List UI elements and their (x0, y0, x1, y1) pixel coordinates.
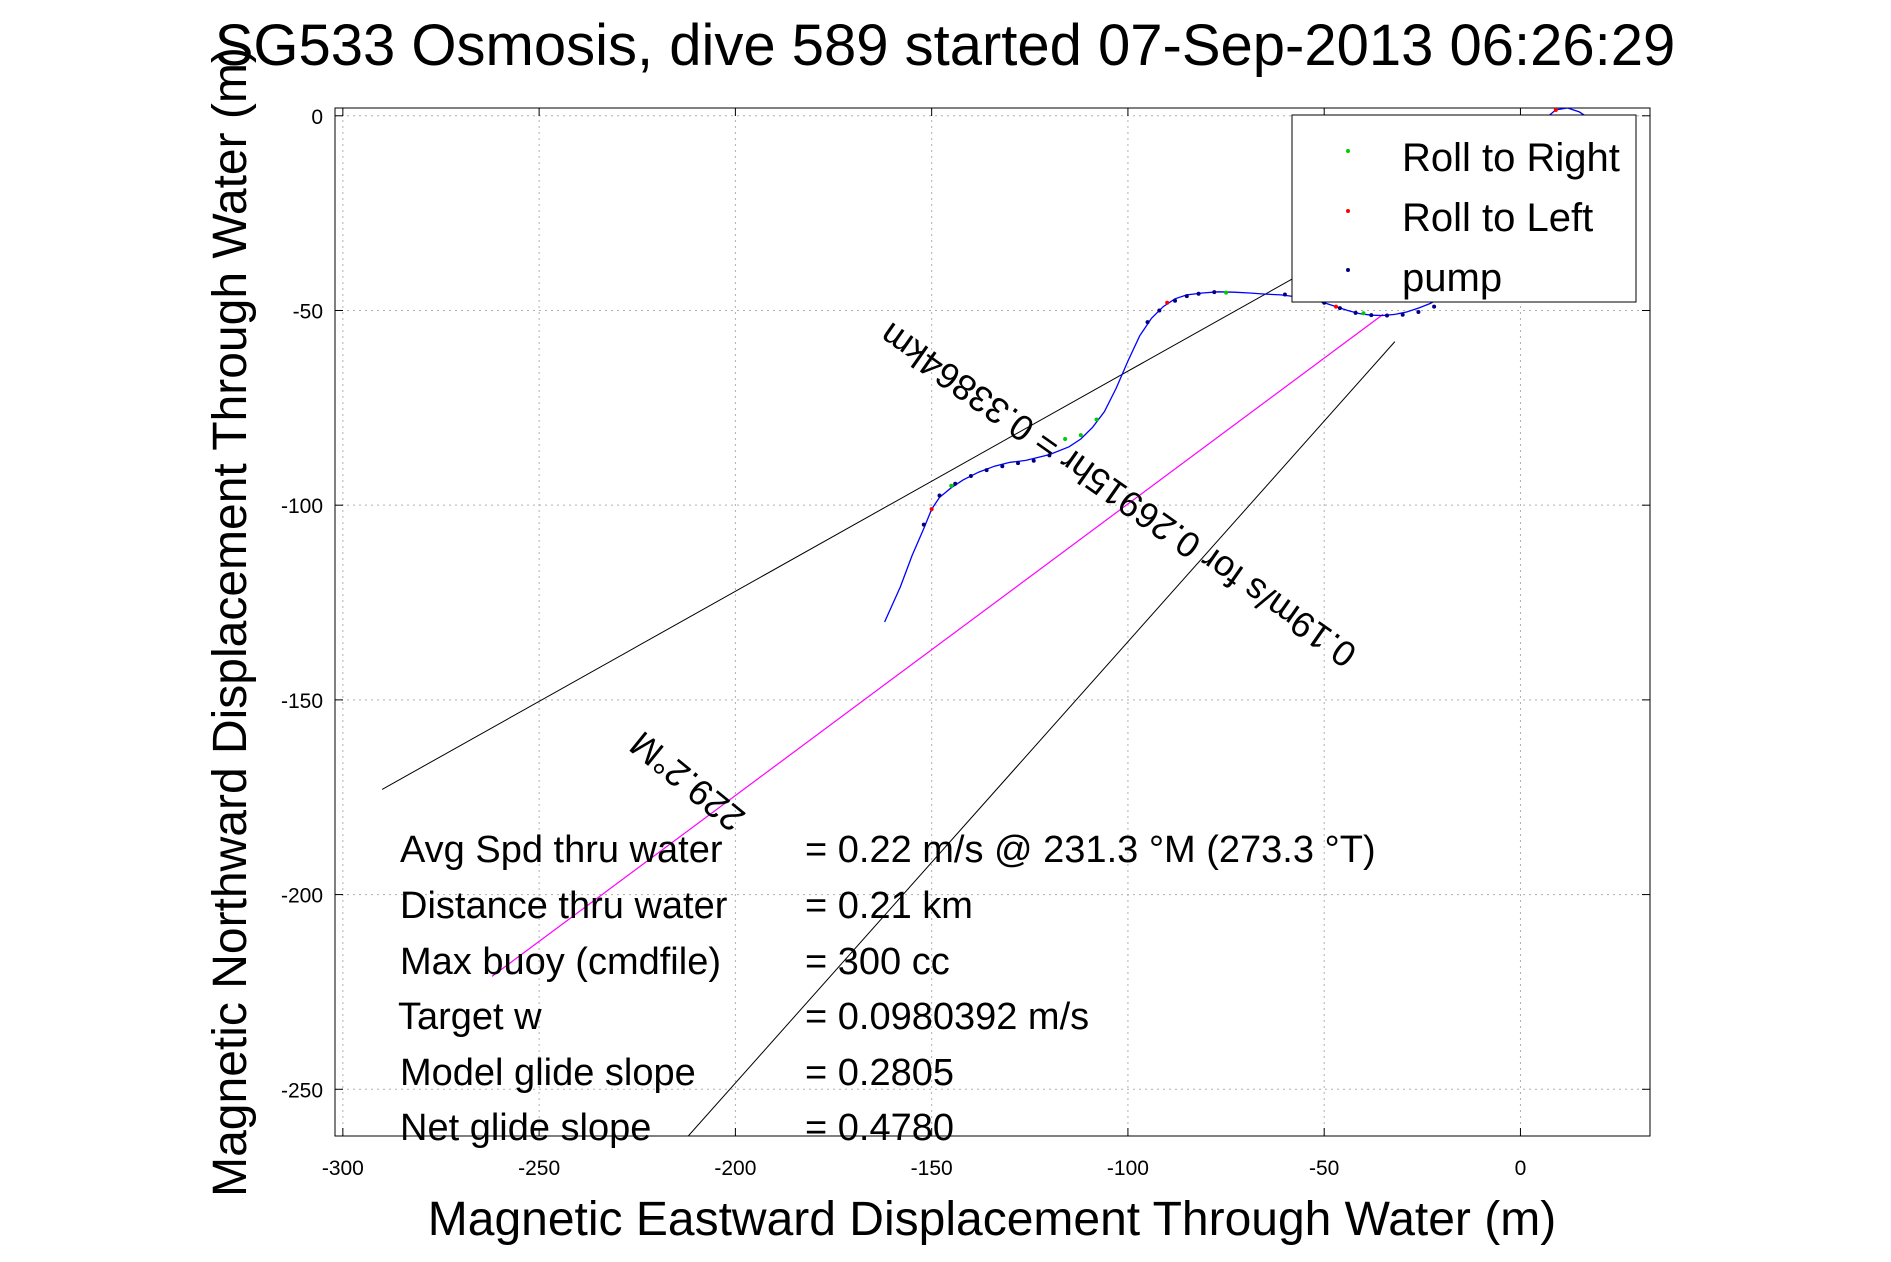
pump-point (1031, 458, 1036, 463)
roll-right-point (1078, 433, 1083, 438)
heading-label: 229.2°M (622, 723, 752, 839)
stat-distance-label: Distance thru water (400, 885, 728, 927)
legend-marker-roll-left (1346, 209, 1350, 213)
stats-block: Avg Spd thru water = 0.22 m/s @ 231.3 °M… (398, 829, 1376, 1149)
pump-point (1157, 308, 1162, 313)
legend: Roll to Right Roll to Left pump (1291, 114, 1637, 303)
y-tick-label: -250 (281, 1079, 323, 1102)
cone-line (381, 216, 1403, 790)
roll-left-point (929, 507, 934, 512)
stat-avg-speed-label: Avg Spd thru water (400, 829, 723, 871)
pump-point (1400, 312, 1405, 317)
x-tick-label: -100 (1107, 1157, 1149, 1180)
pump-point (1173, 298, 1178, 303)
pump-point (1145, 320, 1150, 325)
legend-label-roll-right: Roll to Right (1402, 136, 1620, 180)
avg-heading-line (491, 313, 1384, 977)
pump-point (1337, 306, 1342, 311)
y-tick-label: 0 (311, 106, 323, 129)
stat-model-glide-label: Model glide slope (400, 1052, 696, 1094)
y-tick-label: -150 (281, 690, 323, 713)
pump-point (1282, 292, 1287, 297)
pump-point (1000, 464, 1005, 469)
legend-label-roll-left: Roll to Left (1402, 196, 1593, 240)
speed-label: 0.19m/s for 0.26915hr = 0.33864km (872, 315, 1364, 676)
pump-point (937, 493, 942, 498)
x-tick-label: -150 (911, 1157, 953, 1180)
pump-point (1369, 313, 1374, 318)
legend-marker-roll-right (1346, 149, 1350, 153)
stat-model-glide-value: = 0.2805 (805, 1052, 954, 1094)
stat-net-glide-value: = 0.4780 (805, 1107, 954, 1149)
stat-target-w-value: = 0.0980392 m/s (805, 996, 1089, 1038)
pump-point (1196, 291, 1201, 296)
stat-max-buoy-value: = 300 cc (805, 941, 950, 983)
x-tick-label: -250 (518, 1157, 560, 1180)
y-tick-label: -100 (281, 495, 323, 518)
plot-area (334, 107, 1651, 1137)
y-axis-ticks: 0 -50 -100 -150 -200 -250 (281, 106, 1650, 1102)
stat-target-w-label: Target w (398, 996, 542, 1038)
roll-right-point (949, 483, 954, 488)
x-tick-label: -50 (1309, 1157, 1339, 1180)
stat-avg-speed-value: = 0.22 m/s @ 231.3 °M (273.3 °T) (805, 829, 1376, 871)
pump-point (1353, 310, 1358, 315)
pump-point (1047, 453, 1052, 458)
pump-point (921, 522, 926, 527)
roll-right-point (1063, 436, 1068, 441)
x-tick-label: -300 (322, 1157, 364, 1180)
roll-right-point (1361, 311, 1366, 316)
roll-left-point (1553, 108, 1558, 112)
pump-point (984, 468, 989, 473)
pump-point (1385, 313, 1389, 318)
pump-point (953, 481, 958, 486)
pump-point (1184, 294, 1189, 299)
stat-distance-value: = 0.21 km (805, 885, 973, 927)
stat-max-buoy-label: Max buoy (cmdfile) (400, 941, 721, 983)
x-tick-label: 0 (1515, 1157, 1527, 1180)
legend-marker-pump (1346, 268, 1350, 272)
x-axis-label: Magnetic Eastward Displacement Through W… (428, 1193, 1556, 1246)
roll-right-point (1094, 417, 1099, 422)
pump-point (968, 473, 973, 478)
chart-title: SG533 Osmosis, dive 589 started 07-Sep-2… (215, 13, 1676, 78)
y-axis-label: Magnetic Northward Displacement Through … (204, 47, 257, 1197)
legend-label-pump: pump (1402, 256, 1502, 300)
pump-point (1416, 310, 1421, 315)
roll-right-point (1224, 290, 1229, 295)
cone-line (687, 341, 1396, 1136)
stat-net-glide-label: Net glide slope (400, 1107, 651, 1149)
pump-point (1212, 290, 1217, 295)
x-tick-label: -200 (714, 1157, 756, 1180)
pump-point (1432, 304, 1437, 309)
y-tick-label: -200 (281, 885, 323, 908)
roll-left-point (1165, 300, 1170, 305)
roll-left-point (1333, 304, 1338, 309)
y-tick-label: -50 (293, 300, 323, 323)
pump-point (1016, 461, 1021, 466)
x-axis-ticks: -300 -250 -200 -150 -100 -50 0 (322, 108, 1526, 1180)
